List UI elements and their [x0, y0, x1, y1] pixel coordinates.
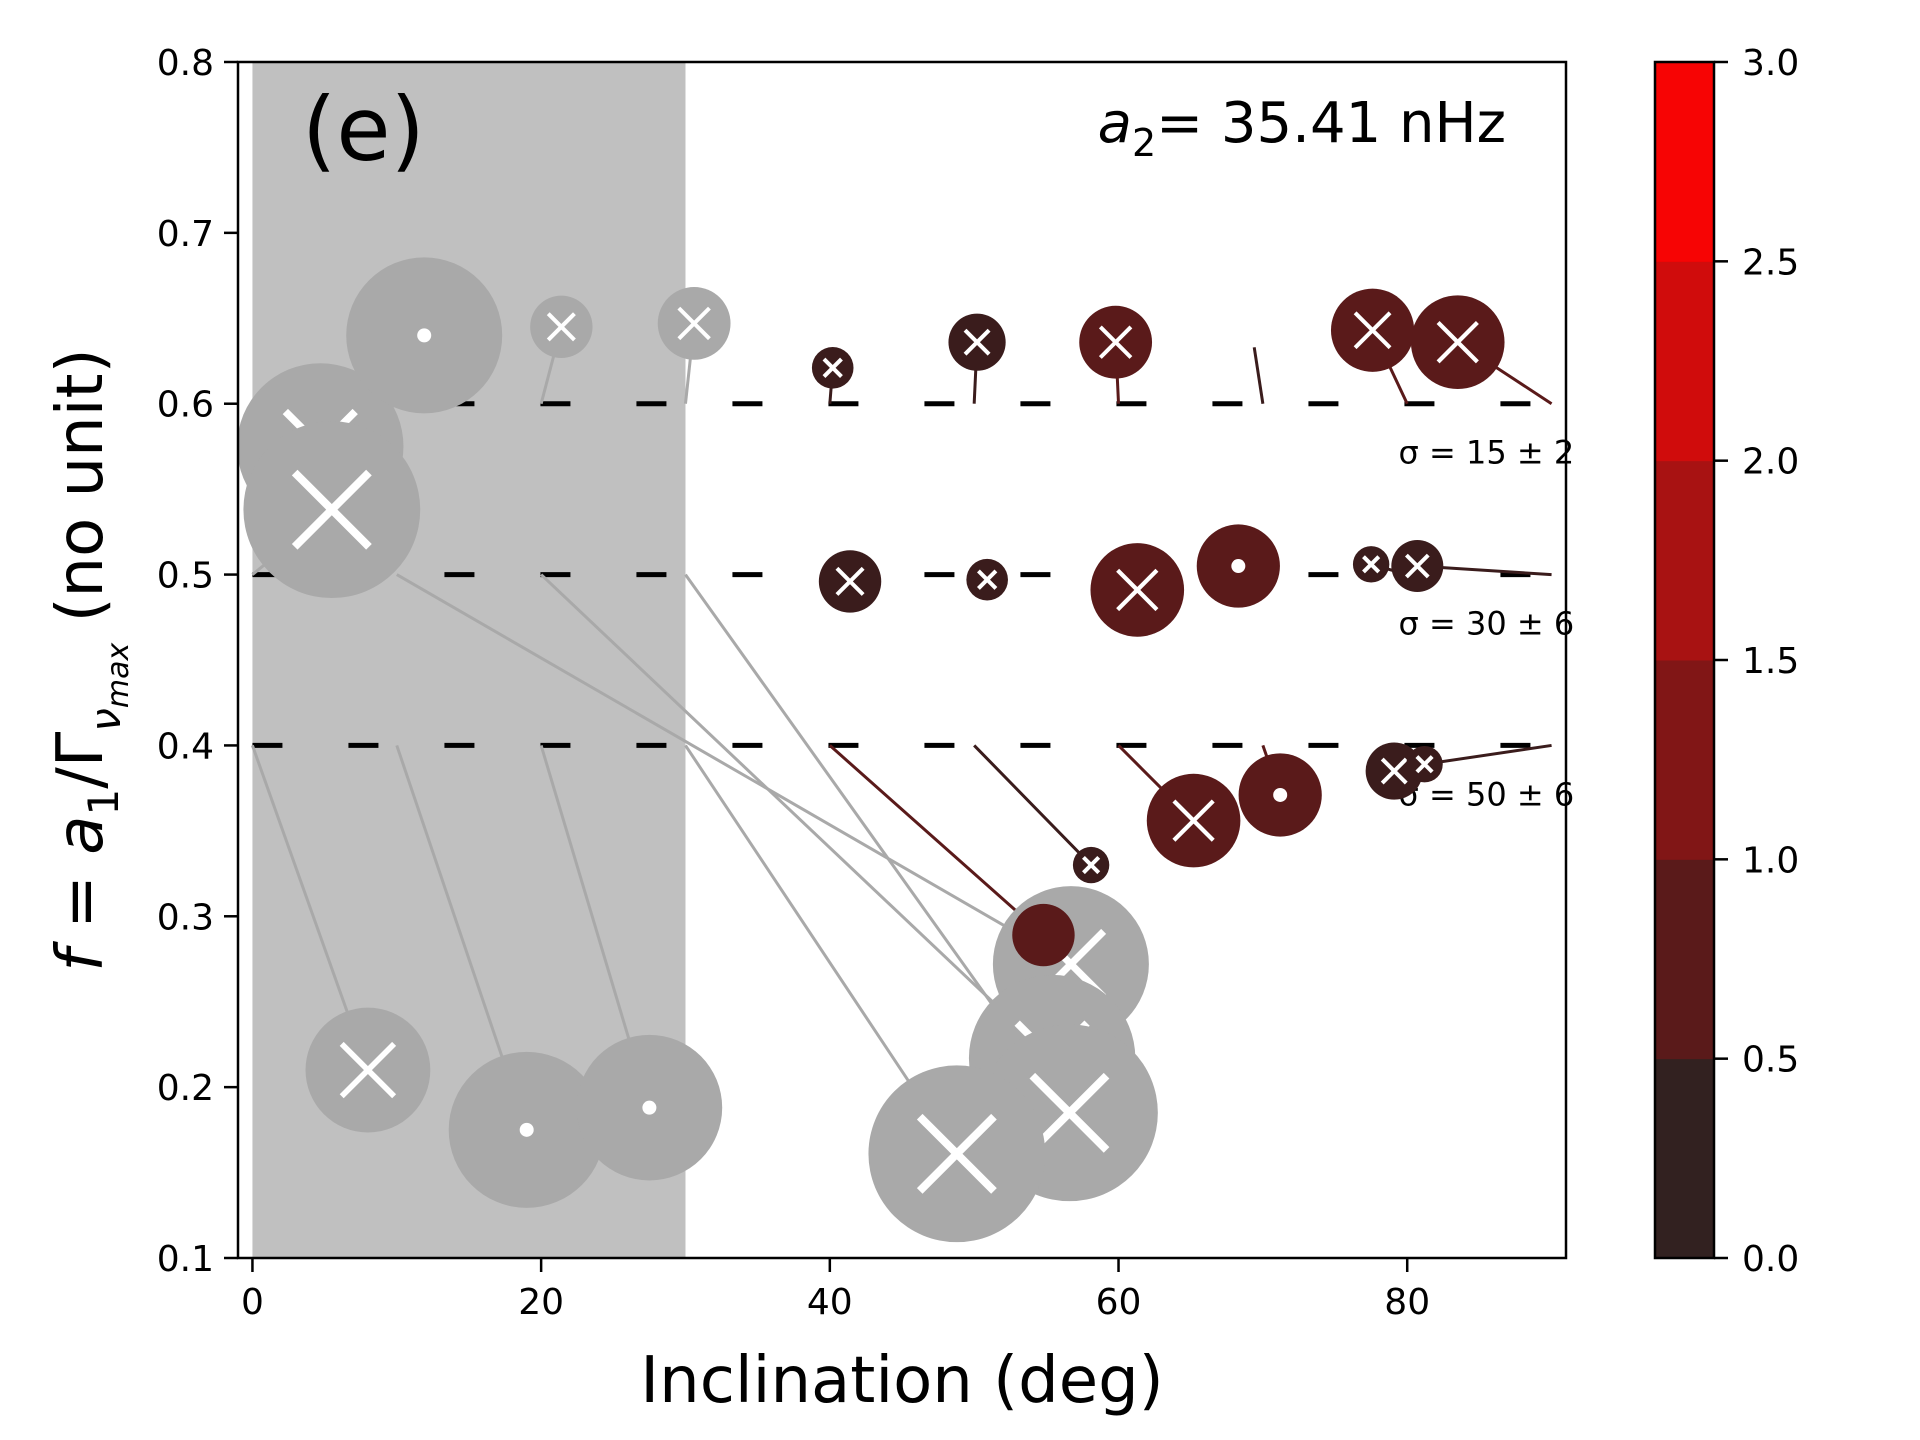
- colorbar-tick-label-2: 1.0: [1742, 840, 1799, 881]
- y-title-prefix: f = a: [44, 816, 118, 972]
- y-title-sub3: max: [101, 643, 136, 709]
- inclination-scatter-chart: σ = 15 ± 2σ = 30 ± 6σ = 50 ± 6 0 20 40 60 80…: [0, 0, 1920, 1440]
- colorbar-tick-label-4: 2.0: [1742, 442, 1799, 483]
- data-point-19: [1090, 543, 1184, 637]
- data-point-6: [530, 296, 592, 358]
- x-axis-title: Inclination (deg): [640, 1344, 1163, 1418]
- x-tick-label-2: 40: [807, 1282, 853, 1323]
- colorbar-tick-label-1: 0.5: [1742, 1040, 1799, 1081]
- colorbar-segment-5: [1655, 62, 1714, 262]
- colorbar-tick-label-5: 2.5: [1742, 242, 1799, 283]
- sigma-label-1: σ = 30 ± 6: [1399, 605, 1575, 643]
- data-point-17: [1073, 847, 1109, 883]
- point-dot-5: [520, 1123, 534, 1137]
- colorbar-segment-3: [1655, 461, 1714, 661]
- y-tick-label-2: 0.3: [157, 897, 214, 938]
- point-dot-3: [417, 328, 431, 342]
- data-point-20: [1147, 774, 1241, 868]
- data-point-14: [1012, 904, 1074, 966]
- point-dot-23: [1273, 788, 1287, 802]
- colorbar-tick-label-3: 1.5: [1742, 641, 1799, 682]
- y-tick-label-4: 0.5: [157, 556, 214, 597]
- y-tick-label-6: 0.7: [157, 214, 214, 255]
- y-tick-label-0: 0.1: [157, 1239, 214, 1280]
- data-point-29: [1406, 746, 1442, 782]
- data-point-1: [243, 421, 420, 598]
- colorbar-segment-0: [1655, 1059, 1714, 1259]
- data-point-11: [868, 1065, 1045, 1242]
- data-point-16: [966, 559, 1008, 601]
- data-point-25: [1353, 546, 1389, 582]
- data-point-15: [948, 314, 1005, 371]
- point-circle-14: [1012, 904, 1074, 966]
- y-title-mid: /Γ: [44, 731, 118, 789]
- a2-parameter-label: a2= 35.41 nHz: [1098, 91, 1506, 165]
- colorbar-tick-label-0: 0.0: [1742, 1239, 1799, 1280]
- data-point-18: [1079, 306, 1152, 379]
- data-point-9: [658, 287, 731, 360]
- y-tick-label-3: 0.4: [157, 726, 214, 767]
- y-tick-label-1: 0.2: [157, 1068, 214, 1109]
- data-point-12: [812, 347, 854, 389]
- data-point-28: [1391, 540, 1443, 592]
- data-point-3: [346, 257, 502, 413]
- point-dot-22: [1231, 559, 1245, 573]
- data-point-2: [306, 1008, 431, 1133]
- data-point-27: [1411, 295, 1505, 389]
- point-dot-8: [642, 1101, 656, 1115]
- y-title-sub2: ν: [81, 708, 130, 731]
- x-tick-label-3: 60: [1096, 1282, 1142, 1323]
- colorbar-segment-4: [1655, 261, 1714, 461]
- param-subscript: 2: [1132, 121, 1156, 165]
- y-title-suffix: (no unit): [44, 348, 118, 642]
- y-title-sub1: 1: [79, 789, 128, 816]
- y-tick-label-7: 0.8: [157, 43, 214, 84]
- sigma-label-0: σ = 15 ± 2: [1399, 434, 1575, 472]
- param-symbol: a: [1098, 91, 1132, 156]
- x-tick-label-1: 20: [518, 1282, 564, 1323]
- colorbar-segment-1: [1655, 859, 1714, 1059]
- y-tick-label-5: 0.6: [157, 385, 214, 426]
- data-point-13: [819, 550, 881, 612]
- x-tick-label-4: 80: [1384, 1282, 1430, 1323]
- colorbar-tick-label-6: 3.0: [1742, 43, 1799, 84]
- colorbar-segment-2: [1655, 660, 1714, 860]
- data-point-23: [1239, 753, 1322, 836]
- x-tick-label-0: 0: [241, 1282, 264, 1323]
- panel-label: (e): [302, 78, 425, 181]
- data-point-24: [1331, 289, 1414, 372]
- param-value: = 35.41 nHz: [1156, 91, 1506, 156]
- data-point-22: [1197, 524, 1280, 607]
- data-point-8: [577, 1035, 723, 1181]
